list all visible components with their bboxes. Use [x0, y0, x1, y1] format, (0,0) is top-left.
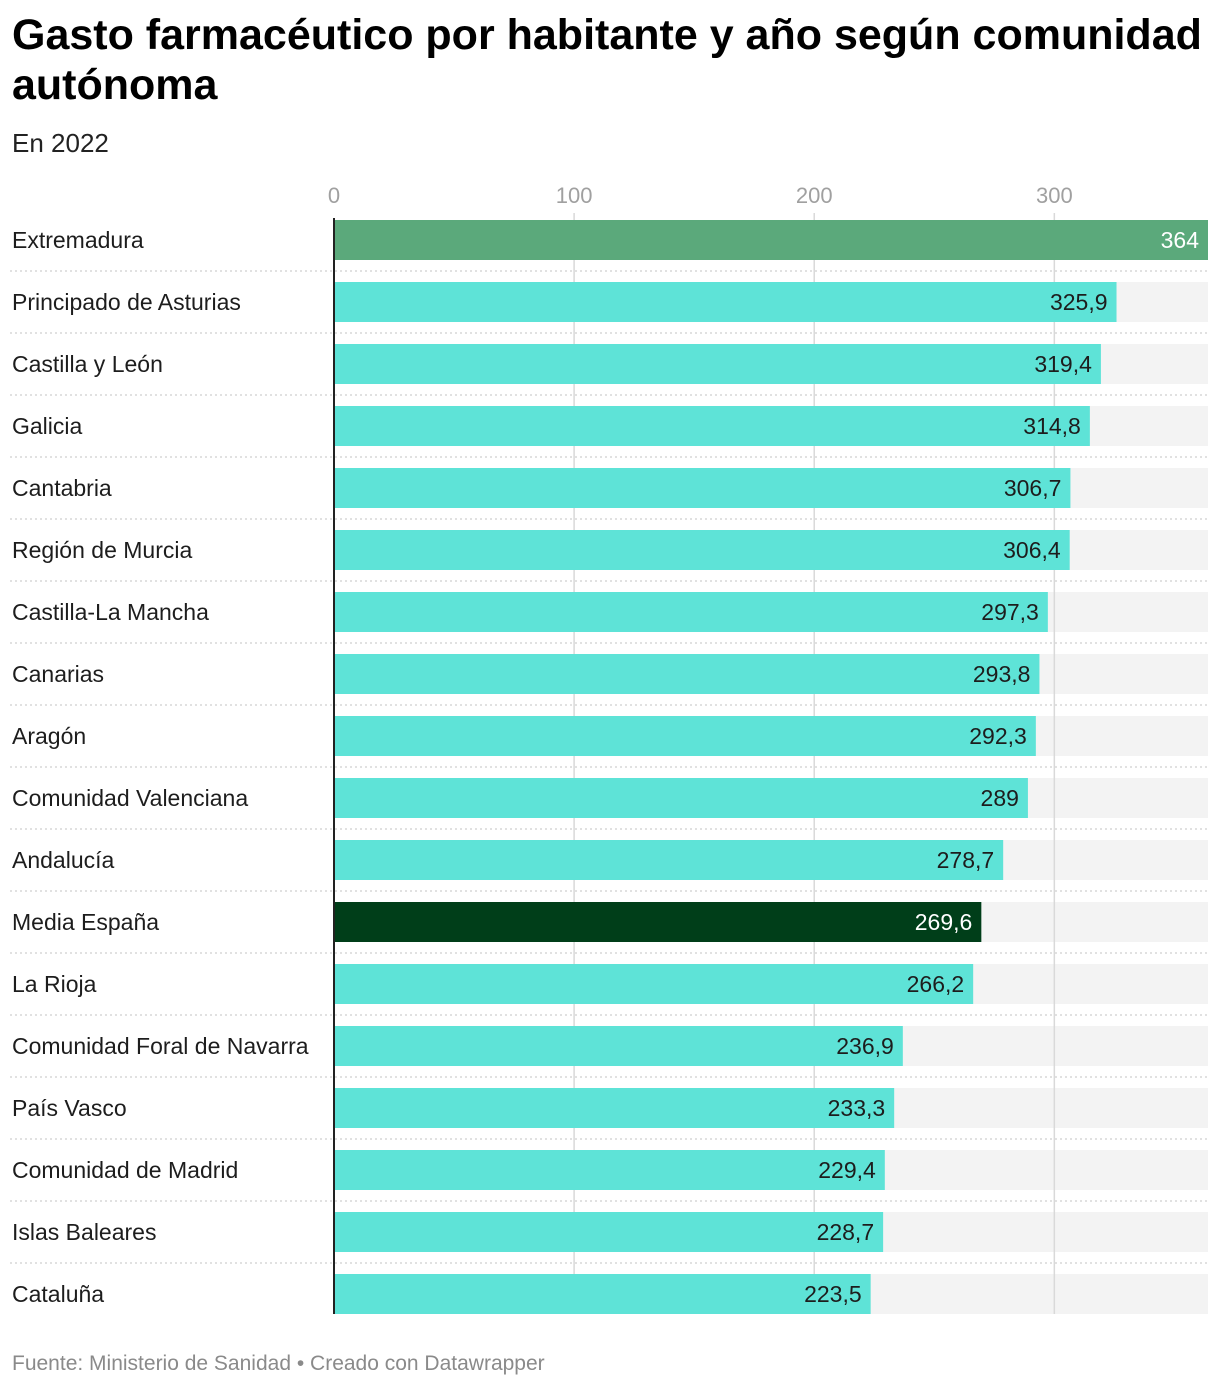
bar	[334, 220, 1208, 260]
category-label: Extremadura	[12, 227, 144, 253]
bar	[334, 592, 1048, 632]
bar	[334, 1088, 895, 1128]
x-tick-label: 0	[328, 183, 340, 208]
bar-value-label: 236,9	[836, 1033, 894, 1059]
category-label: Islas Baleares	[12, 1219, 156, 1245]
category-label: Media España	[12, 909, 159, 935]
bar-value-label: 306,7	[1004, 475, 1062, 501]
bar-value-label: 266,2	[907, 971, 965, 997]
bar	[334, 530, 1070, 570]
bar-value-label: 278,7	[937, 847, 995, 873]
credit-link[interactable]: Creado con Datawrapper	[310, 1352, 545, 1375]
bar-value-label: 223,5	[804, 1281, 862, 1307]
bar-value-label: 364	[1161, 227, 1200, 253]
bar	[334, 406, 1090, 446]
bar-value-label: 228,7	[817, 1219, 875, 1245]
bar-value-label: 292,3	[969, 723, 1027, 749]
category-label: Comunidad Valenciana	[12, 785, 248, 811]
bar	[334, 716, 1036, 756]
bar-value-label: 289	[981, 785, 1019, 811]
bar	[334, 1150, 885, 1190]
bar	[334, 1274, 871, 1314]
bar-value-label: 297,3	[981, 599, 1039, 625]
bar	[334, 1026, 903, 1066]
bar	[334, 282, 1117, 322]
category-label: País Vasco	[12, 1095, 127, 1121]
category-label: Comunidad Foral de Navarra	[12, 1033, 309, 1059]
bar-value-label: 314,8	[1023, 413, 1081, 439]
bar	[334, 654, 1040, 694]
category-label: Cataluña	[12, 1281, 104, 1307]
chart-footer: Fuente: Ministerio de Sanidad • Creado c…	[12, 1352, 545, 1376]
category-label: Galicia	[12, 413, 83, 439]
chart-title: Gasto farmacéutico por habitante y año s…	[12, 11, 1202, 109]
x-tick-label: 300	[1036, 183, 1073, 208]
chart-subtitle: En 2022	[12, 128, 109, 158]
x-tick-label: 200	[796, 183, 833, 208]
category-label: Aragón	[12, 723, 86, 749]
category-label: Principado de Asturias	[12, 289, 241, 315]
category-label: Cantabria	[12, 475, 112, 501]
category-label: Castilla-La Mancha	[12, 599, 209, 625]
bar	[334, 778, 1028, 818]
bar	[334, 1212, 884, 1252]
footer-separator: •	[291, 1352, 311, 1375]
bar	[334, 344, 1101, 384]
bar-value-label: 269,6	[915, 909, 973, 935]
bar-value-label: 319,4	[1034, 351, 1092, 377]
bar-value-label: 229,4	[818, 1157, 876, 1183]
x-tick-label: 100	[556, 183, 593, 208]
bar-value-label: 293,8	[973, 661, 1031, 687]
category-label: Canarias	[12, 661, 104, 687]
category-label: Andalucía	[12, 847, 115, 873]
category-label: La Rioja	[12, 971, 97, 997]
bar	[334, 468, 1071, 508]
bar-chart: 0 100 200 300 364 Extremadura 325,9 Principado …	[10, 183, 1208, 1314]
bar-value-label: 233,3	[828, 1095, 886, 1121]
source-text: Fuente: Ministerio de Sanidad	[12, 1352, 291, 1375]
bar	[334, 964, 974, 1004]
category-label: Comunidad de Madrid	[12, 1157, 238, 1183]
category-label: Castilla y León	[12, 351, 163, 377]
bar	[334, 840, 1004, 880]
bar-value-label: 325,9	[1050, 289, 1108, 315]
bar	[334, 902, 982, 942]
bar-value-label: 306,4	[1003, 537, 1061, 563]
category-label: Región de Murcia	[12, 537, 192, 563]
